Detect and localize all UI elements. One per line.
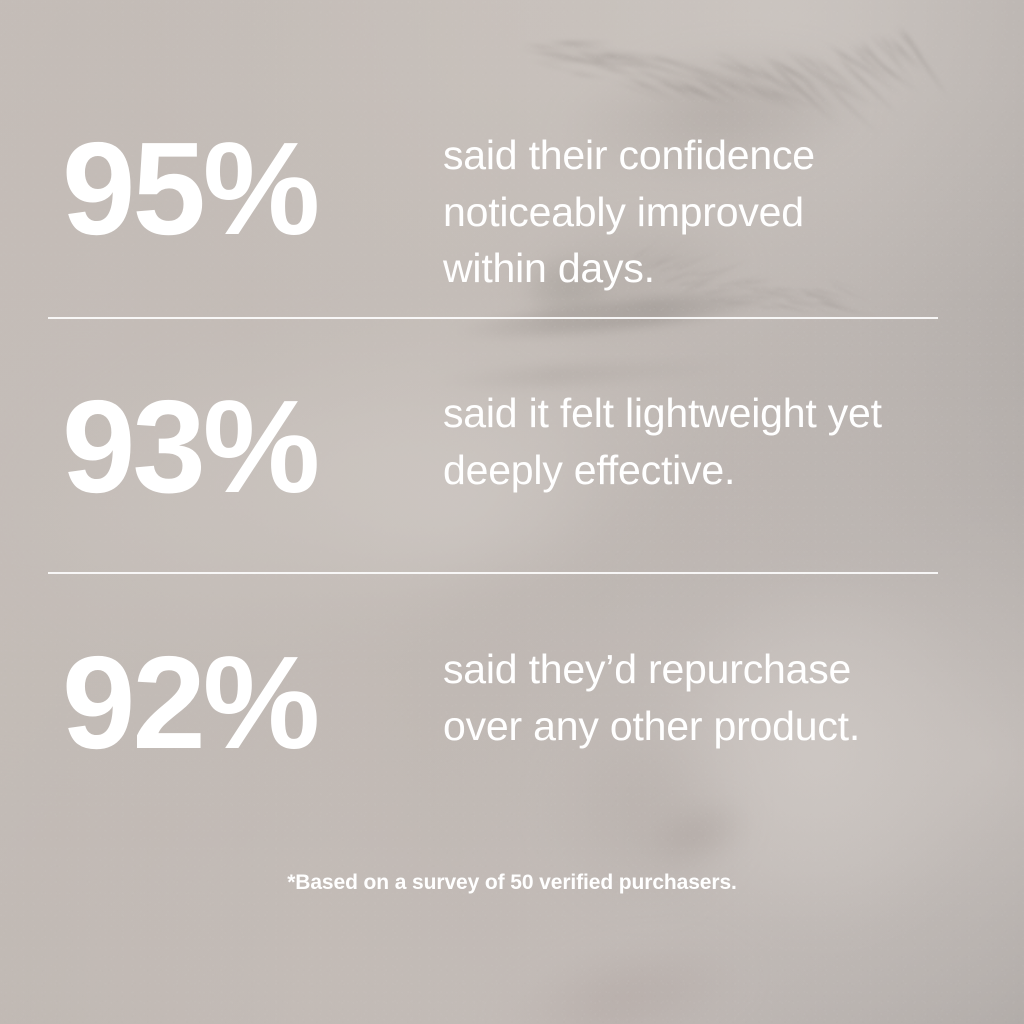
stat-value: 93% <box>48 381 443 513</box>
stat-description: said their confidence noticeably improve… <box>443 123 938 297</box>
stat-row: 92% said they’d repurchase over any othe… <box>48 637 938 769</box>
stat-divider <box>48 572 938 574</box>
stat-description-line: over any other product. <box>443 698 938 755</box>
stat-poster: 95% said their confidence noticeably imp… <box>0 0 1024 1024</box>
stat-description-line: said it felt lightweight yet <box>443 385 938 442</box>
stat-description-line: within days. <box>443 240 938 297</box>
stat-description-line: noticeably improved <box>443 184 938 241</box>
poster-content: 95% said their confidence noticeably imp… <box>0 0 1024 1024</box>
stat-description: said they’d repurchase over any other pr… <box>443 637 938 754</box>
stat-description-line: said their confidence <box>443 127 938 184</box>
stat-row: 95% said their confidence noticeably imp… <box>48 123 938 297</box>
footnote: *Based on a survey of 50 verified purcha… <box>0 871 1024 895</box>
stat-description-line: said they’d repurchase <box>443 641 938 698</box>
stat-divider <box>48 317 938 319</box>
stat-description: said it felt lightweight yet deeply effe… <box>443 381 938 498</box>
stat-value: 92% <box>48 637 443 769</box>
stat-description-line: deeply effective. <box>443 442 938 499</box>
stat-row: 93% said it felt lightweight yet deeply … <box>48 381 938 513</box>
stat-value: 95% <box>48 123 443 255</box>
